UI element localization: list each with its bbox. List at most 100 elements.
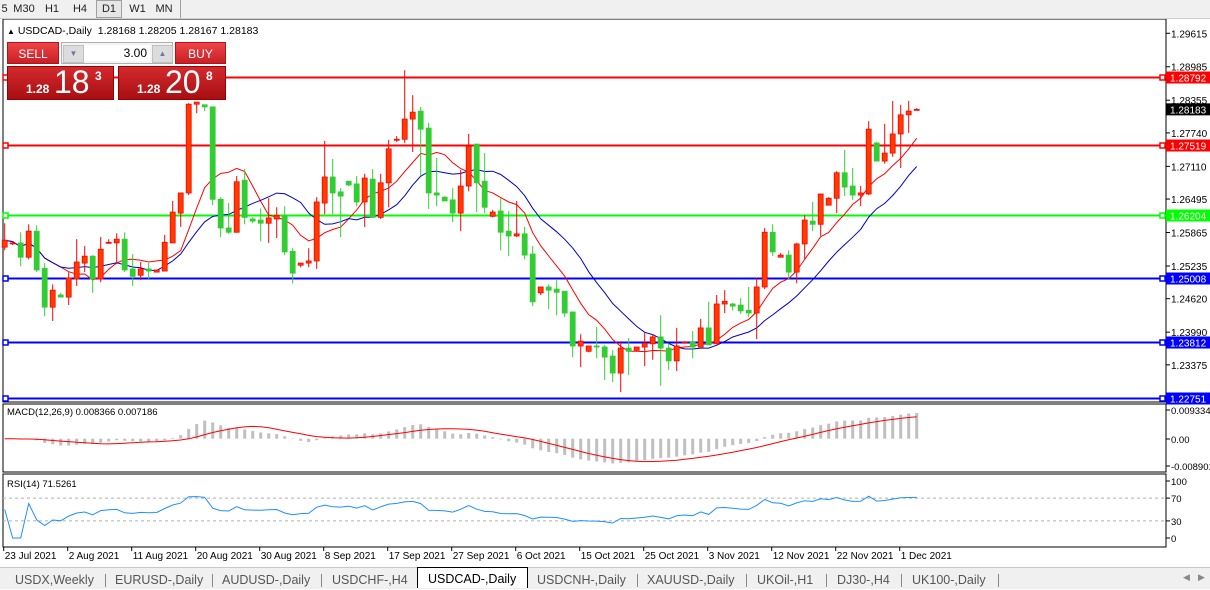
- timeframe-h1[interactable]: H1: [44, 2, 60, 16]
- macd-histogram-bar: [875, 417, 878, 438]
- rsi-axis-label: 30: [1171, 517, 1182, 528]
- candle-body: [370, 179, 375, 217]
- tab-audusd-daily[interactable]: AUDUSD-,Daily: [222, 571, 310, 589]
- candle: [730, 303, 735, 310]
- tab-uk100-daily[interactable]: UK100-,Daily: [912, 571, 986, 589]
- candle: [274, 207, 279, 238]
- rsi-line: [5, 496, 917, 538]
- sell-price-pip: 3: [95, 69, 102, 83]
- candle-body: [354, 184, 359, 202]
- sell-price-box[interactable]: 1.28 18 3: [7, 66, 114, 100]
- macd-histogram-bar: [643, 439, 646, 461]
- candle: [66, 272, 71, 305]
- timeframe-m5[interactable]: 5: [0, 2, 9, 16]
- tab-divider: [212, 574, 213, 587]
- candle: [706, 302, 711, 345]
- ohlc-values: 1.28168 1.28205 1.28167 1.28183: [98, 25, 259, 37]
- sell-button[interactable]: SELL: [7, 42, 59, 64]
- line-handle-right: [1160, 75, 1165, 80]
- macd-histogram-bar: [115, 439, 118, 441]
- line-handle-right: [1160, 143, 1165, 148]
- date-tick-label: 11 Aug 2021: [133, 551, 189, 562]
- candle-body: [122, 239, 127, 270]
- timeframe-w1[interactable]: W1: [128, 2, 147, 16]
- candle-body: [226, 228, 231, 232]
- candle-body: [498, 211, 503, 232]
- tab-usdcad-daily[interactable]: USDCAD-,Daily: [417, 567, 528, 588]
- last-price-label: 1.28183: [1170, 105, 1207, 116]
- candle-body: [842, 173, 847, 187]
- rsi-frame: [3, 474, 1166, 547]
- candle: [330, 159, 335, 214]
- candle-body: [322, 177, 327, 203]
- macd-histogram-bar: [459, 434, 462, 438]
- timeframe-h4[interactable]: H4: [71, 2, 89, 16]
- candle-body: [482, 181, 487, 207]
- lot-increase-button[interactable]: ▲: [152, 45, 173, 63]
- candle-body: [674, 346, 679, 361]
- timeframe-mn[interactable]: MN: [154, 2, 174, 16]
- tab-divider: [746, 574, 747, 587]
- candle-body: [562, 291, 567, 313]
- macd-histogram-bar: [179, 435, 182, 439]
- macd-histogram-bar: [475, 434, 478, 439]
- scroll-left-icon[interactable]: ◀: [1183, 572, 1190, 583]
- candle: [498, 198, 503, 250]
- chevron-up-icon: ▲: [159, 49, 167, 58]
- macd-histogram-bar: [107, 439, 110, 442]
- tab-divider: [105, 574, 106, 587]
- candle: [490, 210, 495, 217]
- lot-decrease-button[interactable]: ▼: [63, 45, 84, 63]
- tab-dj30-h4[interactable]: DJ30-,H4: [837, 571, 890, 589]
- candle-body: [906, 111, 911, 115]
- candle-body: [138, 269, 143, 275]
- tab-usdchf-h4[interactable]: USDCHF-,H4: [332, 571, 408, 589]
- candle: [842, 150, 847, 196]
- date-tick-label: 30 Aug 2021: [261, 551, 318, 562]
- candle: [130, 254, 135, 286]
- candle: [418, 107, 423, 176]
- macd-histogram-bar: [123, 439, 126, 441]
- lot-size-input[interactable]: [84, 45, 150, 61]
- candle: [90, 255, 95, 293]
- tab-eurusd-daily[interactable]: EURUSD-,Daily: [115, 571, 203, 589]
- candle: [170, 201, 175, 243]
- candle: [410, 95, 415, 152]
- candle: [914, 108, 919, 110]
- macd-histogram-bar: [251, 431, 254, 439]
- date-tick-label: 12 Nov 2021: [773, 551, 830, 562]
- buy-button[interactable]: BUY: [175, 42, 226, 64]
- candle-body: [450, 200, 455, 213]
- candle: [482, 153, 487, 213]
- rsi-axis-label: 70: [1171, 494, 1182, 505]
- candle: [786, 250, 791, 279]
- candle-body: [194, 102, 199, 104]
- candle-body: [306, 261, 311, 263]
- tab-usdcnh-daily[interactable]: USDCNH-,Daily: [537, 571, 626, 589]
- triangle-up-icon[interactable]: ▲: [7, 27, 15, 36]
- buy-price-box[interactable]: 1.28 20 8: [118, 66, 226, 100]
- candle-body: [578, 341, 583, 346]
- macd-histogram-bar: [595, 439, 598, 462]
- candle: [210, 107, 215, 205]
- scroll-right-icon[interactable]: ▶: [1198, 572, 1205, 583]
- buy-price-prefix: 1.28: [137, 82, 160, 96]
- macd-histogram-bar: [547, 439, 550, 452]
- tab-ukoil-h1[interactable]: UKOil-,H1: [757, 571, 813, 589]
- timeframe-d1[interactable]: D1: [96, 0, 122, 18]
- candle: [74, 239, 79, 286]
- date-tick-label: 15 Oct 2021: [581, 551, 636, 562]
- timeframe-m30[interactable]: M30: [13, 2, 35, 16]
- candle-body: [50, 290, 55, 307]
- macd-histogram-bar: [787, 433, 790, 439]
- candle-body: [178, 193, 183, 213]
- candle-body: [746, 310, 751, 313]
- candle-body: [882, 153, 887, 161]
- tab-xauusd-daily[interactable]: XAUUSD-,Daily: [647, 571, 735, 589]
- tab-usdx-weekly[interactable]: USDX,Weekly: [15, 571, 94, 589]
- macd-histogram-bar: [499, 439, 502, 440]
- candle-body: [658, 337, 663, 348]
